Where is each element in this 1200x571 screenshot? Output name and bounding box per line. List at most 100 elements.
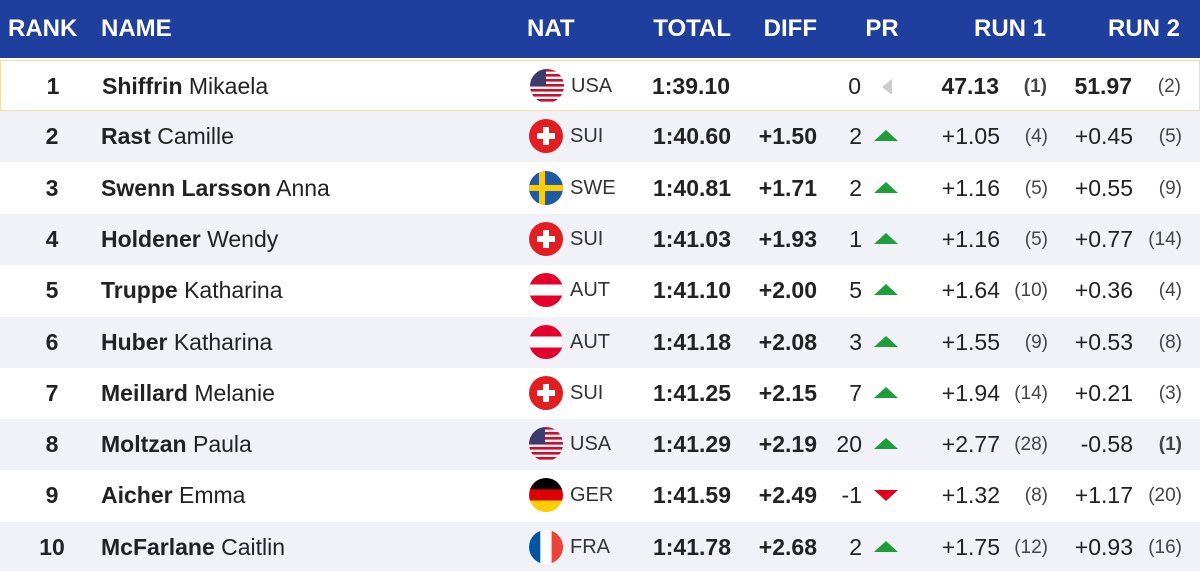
result-row: 10 McFarlane Caitlin FRA 1:41.78 +2.68 2 +1.75… [0, 521, 1200, 571]
first-name: Anna [276, 174, 330, 201]
position-change: 2 [849, 123, 862, 150]
result-row: 8 Moltzan Paula USA 1:41.29 +2.19 20 +2.77 (28)… [0, 419, 1200, 471]
nation: USA [570, 433, 612, 456]
run2-rank: (9) [1158, 177, 1182, 199]
first-name: Katharina [184, 277, 283, 304]
result-row: 1 Shiffrin Mikaela USA 1:39.10 0 47.13 (1) 51.9… [0, 60, 1200, 111]
flag-icon [529, 324, 563, 359]
trend-arrow [874, 490, 898, 502]
position-change: 1 [849, 225, 862, 252]
run1-rank: (14) [1014, 382, 1048, 404]
first-name: Melanie [194, 379, 275, 406]
result-row: 4 Holdener Wendy SUI 1:41.03 +1.93 1 +1.16 (5) +… [0, 213, 1200, 265]
time-diff: +2.49 [758, 482, 817, 509]
time-diff: +2.19 [758, 431, 817, 458]
run2-time: +0.21 [1074, 379, 1133, 406]
position-change: 7 [849, 379, 862, 406]
athlete-name: Rast Camille [101, 111, 234, 162]
athlete-name: McFarlane Caitlin [101, 522, 285, 571]
column-header: DIFF [763, 15, 817, 42]
run1-time: +1.75 [941, 533, 1000, 560]
last-name: McFarlane [101, 533, 215, 560]
total-time: 1:41.29 [652, 431, 731, 458]
run2-time: +0.45 [1074, 123, 1133, 150]
flag-icon [529, 375, 563, 410]
run2-rank: (16) [1148, 536, 1182, 558]
run1-time: +1.32 [941, 482, 1000, 509]
column-header: RUN 2 [1107, 15, 1180, 42]
nation: AUT [570, 279, 610, 302]
rank: 7 [45, 379, 59, 406]
run1-rank: (9) [1024, 331, 1048, 353]
rank: 10 [39, 533, 65, 560]
trend-arrow [874, 284, 898, 296]
run1-rank: (4) [1024, 126, 1048, 148]
last-name: Swenn Larsson [101, 174, 271, 201]
total-time: 1:40.81 [652, 174, 731, 201]
rank: 6 [45, 328, 59, 355]
flag-icon [529, 427, 563, 460]
run2-time: +1.17 [1074, 482, 1133, 509]
trend-arrow [874, 438, 898, 450]
run1-rank: (8) [1024, 485, 1048, 507]
time-diff: +2.08 [758, 328, 817, 355]
run1-time: +1.94 [941, 379, 1000, 406]
run2-rank: (8) [1158, 331, 1182, 353]
athlete-name: Meillard Melanie [101, 368, 275, 419]
rank: 9 [45, 482, 59, 509]
trend-arrow [874, 540, 898, 552]
rank: 8 [45, 431, 59, 458]
column-header: RANK [8, 15, 78, 42]
rank: 5 [45, 277, 59, 304]
flag-icon [529, 478, 563, 513]
position-change: 0 [848, 73, 861, 99]
trend-arrow [882, 79, 892, 94]
nation: FRA [570, 535, 610, 558]
nation: AUT [570, 330, 610, 353]
last-name: Moltzan [101, 431, 187, 458]
first-name: Mikaela [188, 73, 269, 99]
column-header: NAME [101, 15, 172, 42]
trend-arrow [874, 386, 898, 398]
result-row: 2 Rast Camille SUI 1:40.60 +1.50 2 +1.05 (4) +0.… [0, 111, 1200, 163]
run1-rank: (5) [1024, 177, 1048, 199]
position-change: 20 [836, 431, 862, 458]
athlete-name: Huber Katharina [101, 317, 272, 368]
run1-time: +2.77 [941, 431, 1000, 458]
trend-arrow [874, 232, 898, 244]
nation: USA [571, 75, 613, 97]
position-change: 2 [849, 533, 862, 560]
run1-rank: (12) [1014, 536, 1048, 558]
run2-rank: (20) [1148, 485, 1182, 507]
run2-time: +0.93 [1074, 533, 1133, 560]
time-diff: +1.50 [758, 123, 817, 150]
time-diff: +1.71 [758, 174, 817, 201]
flag-icon [529, 273, 563, 308]
flag-icon [529, 529, 563, 564]
time-diff: +2.15 [758, 379, 817, 406]
last-name: Rast [101, 123, 151, 150]
column-header: TOTAL [653, 15, 731, 42]
last-name: Shiffrin [102, 73, 183, 99]
column-header: NAT [527, 15, 575, 42]
athlete-name: Holdener Wendy [101, 214, 278, 265]
last-name: Holdener [101, 225, 201, 252]
rank: 4 [45, 225, 59, 252]
total-time: 1:41.25 [652, 379, 731, 406]
time-diff: +2.68 [758, 533, 817, 560]
position-change: 3 [849, 328, 862, 355]
last-name: Aicher [101, 482, 173, 509]
result-row: 5 Truppe Katharina AUT 1:41.10 +2.00 5 +1.64 (1… [0, 265, 1200, 317]
position-change: 5 [849, 277, 862, 304]
result-row: 9 Aicher Emma GER 1:41.59 +2.49 -1 +1.32 (8) +1.… [0, 470, 1200, 522]
run2-time: 51.97 [1074, 73, 1132, 99]
flag-icon [530, 69, 564, 102]
run1-time: +1.16 [941, 225, 1000, 252]
athlete-name: Aicher Emma [101, 470, 245, 521]
total-time: 1:41.59 [652, 482, 731, 509]
run2-time: +0.36 [1074, 277, 1133, 304]
run1-rank: (1) [1023, 76, 1047, 97]
run1-time: +1.16 [941, 174, 1000, 201]
flag-icon [529, 170, 563, 205]
